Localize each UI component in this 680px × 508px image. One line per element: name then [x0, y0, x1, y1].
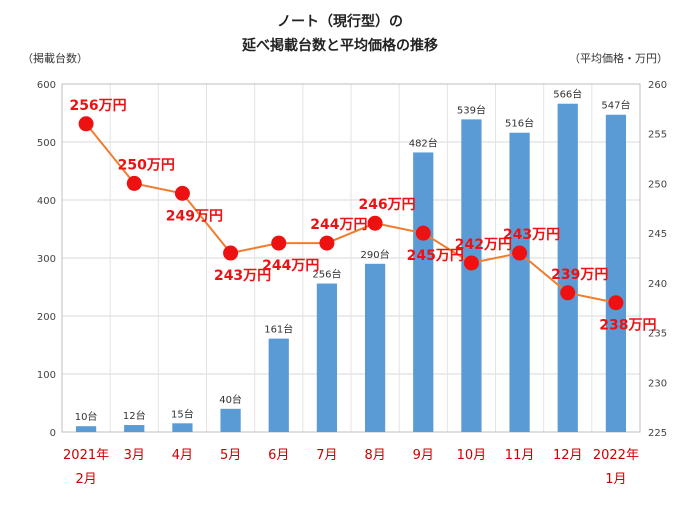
avg-price-label: 243万円: [503, 227, 560, 243]
y-left-tick-label: 600: [37, 80, 56, 91]
avg-price-label: 244万円: [262, 258, 319, 274]
avg-price-point: [78, 116, 94, 132]
avg-price-point: [560, 285, 576, 301]
x-category-year-label: 2021年: [63, 448, 109, 463]
x-category-label: 12月: [553, 448, 583, 463]
avg-price-label: 256万円: [69, 98, 126, 114]
y-left-tick-label: 300: [37, 254, 56, 265]
y-left-tick-label: 100: [37, 370, 56, 381]
listing-bar-label: 566台: [553, 88, 582, 101]
avg-price-label: 250万円: [118, 157, 175, 173]
listing-bar: [605, 114, 627, 433]
y-right-tick-label: 255: [648, 130, 667, 141]
listing-bar: [557, 103, 578, 432]
y-right-tick-label: 240: [648, 279, 667, 290]
listing-bar-label: 482台: [409, 136, 438, 149]
y-left-tick-label: 0: [50, 428, 56, 439]
avg-price-line: [85, 123, 617, 304]
x-category-label: 6月: [268, 448, 289, 463]
listing-bar: [509, 132, 530, 432]
listing-bar-label: 161台: [264, 323, 293, 336]
x-category-label: 5月: [220, 448, 241, 463]
y-right-tick-label: 225: [648, 428, 667, 439]
avg-price-label: 243万円: [214, 268, 271, 284]
listing-bar-label: 516台: [505, 117, 534, 130]
avg-price-label: 239万円: [551, 267, 608, 283]
chart-title-line2: 延べ掲載台数と平均価格の推移: [241, 37, 438, 54]
avg-price-point: [271, 235, 287, 251]
y-right-tick-label: 245: [648, 229, 667, 240]
avg-price-label: 244万円: [310, 217, 367, 233]
y-right-axis-title: （平均価格・万円）: [569, 51, 668, 65]
plot-area-border: [61, 83, 641, 433]
listing-bar: [172, 423, 193, 432]
x-category-label: 3月: [124, 448, 145, 463]
listing-bar: [461, 119, 482, 432]
listing-bar-label: 256台: [312, 268, 341, 281]
listing-bar: [413, 152, 434, 432]
listing-bar: [316, 283, 338, 432]
listing-bar-label: 40台: [219, 393, 242, 406]
avg-price-label: 238万円: [599, 318, 656, 334]
listing-bar: [268, 338, 289, 432]
avg-price-point: [608, 295, 624, 311]
x-category-label: 2月: [75, 472, 96, 487]
avg-price-point: [223, 245, 239, 261]
avg-price-label: 246万円: [358, 197, 415, 213]
avg-price-point: [367, 215, 383, 231]
avg-price-point: [512, 245, 528, 261]
y-right-tick-label: 235: [648, 329, 667, 340]
listing-bar-label: 547台: [601, 99, 630, 112]
listing-bar-label: 290台: [361, 248, 390, 261]
y-left-tick-label: 400: [37, 196, 56, 207]
y-right-tick-label: 230: [648, 378, 667, 389]
listing-bar-label: 10台: [75, 410, 98, 423]
y-left-axis-title: （掲載台数）: [22, 51, 88, 65]
x-category-label: 8月: [364, 448, 385, 463]
x-category-label: 10月: [457, 448, 487, 463]
listing-bar: [124, 425, 145, 432]
listing-bar: [75, 426, 97, 432]
avg-price-point: [319, 235, 335, 251]
y-right-tick-label: 250: [648, 179, 667, 190]
x-category-label: 9月: [413, 448, 434, 463]
listing-bar: [220, 408, 241, 432]
x-category-label: 4月: [172, 448, 193, 463]
avg-price-point: [463, 255, 479, 271]
x-category-year-label: 2022年: [593, 448, 639, 463]
y-left-tick-label: 500: [37, 138, 56, 149]
chart-title-line1: ノート（現行型）の: [277, 13, 403, 30]
x-category-label: 1月: [605, 472, 626, 487]
avg-price-point: [126, 175, 142, 191]
x-category-label: 11月: [505, 448, 535, 463]
x-category-label: 7月: [316, 448, 337, 463]
avg-price-point: [174, 185, 190, 201]
avg-price-label: 245万円: [407, 248, 464, 264]
avg-price-label: 242万円: [455, 237, 512, 253]
avg-price-label: 249万円: [166, 208, 223, 224]
listing-bar: [364, 263, 386, 432]
listing-bar-label: 15台: [171, 407, 194, 420]
avg-price-point: [415, 225, 431, 241]
y-right-tick-label: 260: [648, 80, 667, 91]
listing-bar-label: 539台: [457, 103, 486, 116]
y-left-tick-label: 200: [37, 312, 56, 323]
listing-bar-label: 12台: [123, 409, 146, 422]
